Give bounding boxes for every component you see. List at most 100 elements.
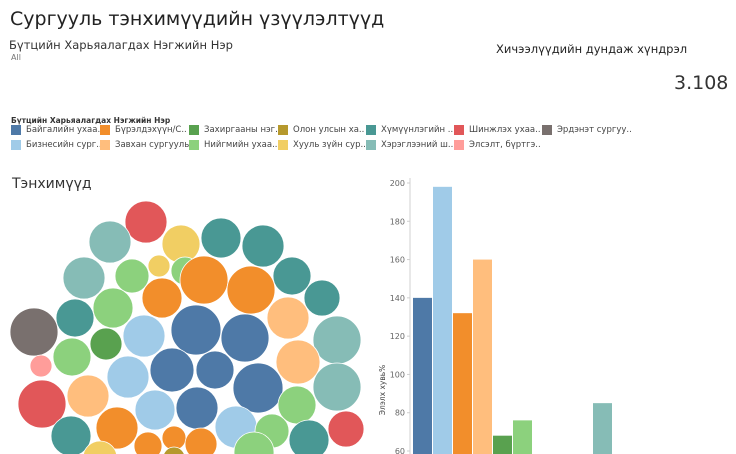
department-bubble[interactable]: [200, 217, 242, 259]
bar[interactable]: [513, 420, 532, 454]
y-tick-label: 100: [390, 370, 405, 379]
y-tick-label: 180: [390, 217, 405, 226]
department-bubble[interactable]: [141, 277, 183, 319]
department-bubble[interactable]: [195, 350, 235, 390]
department-bubble[interactable]: [275, 339, 321, 385]
department-bubble[interactable]: [241, 224, 285, 268]
department-bubble[interactable]: [327, 410, 365, 448]
legend-item[interactable]: Завхан сургууль: [100, 139, 189, 151]
legend-swatch: [454, 140, 464, 150]
legend-item-label: Завхан сургууль: [115, 140, 190, 150]
department-bubble[interactable]: [312, 315, 362, 365]
bar[interactable]: [593, 403, 612, 454]
legend-swatch: [189, 140, 199, 150]
legend-swatch: [189, 125, 199, 135]
department-bubble[interactable]: [184, 427, 218, 454]
department-bubble[interactable]: [122, 314, 166, 358]
department-bubble[interactable]: [232, 362, 284, 414]
department-bubble[interactable]: [312, 362, 362, 412]
legend-swatch: [366, 140, 376, 150]
legend-item[interactable]: Эрдэнэт сургуу..: [542, 124, 632, 136]
y-tick-label: 120: [390, 332, 405, 341]
legend-swatch: [11, 140, 21, 150]
department-bubble[interactable]: [233, 431, 275, 454]
bar[interactable]: [453, 313, 472, 454]
department-bubble[interactable]: [288, 419, 330, 454]
department-bubble[interactable]: [272, 256, 312, 296]
y-tick-label: 200: [390, 179, 405, 188]
legend-item-label: Нийгмийн ухаа..: [204, 140, 278, 150]
legend-item-label: Бизнесийн сург..: [26, 140, 102, 150]
department-bubble[interactable]: [92, 287, 134, 329]
legend-item-label: Эрдэнэт сургуу..: [557, 125, 632, 135]
bubble-chart[interactable]: [0, 190, 370, 454]
bar-chart[interactable]: 60 80 100 120 140 160 180 200 Элэлх хувь%: [360, 170, 650, 454]
legend-item[interactable]: Захиргааны нэг..: [189, 124, 281, 136]
department-bubble[interactable]: [106, 355, 150, 399]
department-bubble[interactable]: [220, 313, 270, 363]
bar[interactable]: [413, 297, 432, 454]
department-bubble[interactable]: [66, 374, 110, 418]
legend-item-label: Захиргааны нэг..: [204, 125, 281, 135]
department-bubble[interactable]: [89, 327, 123, 361]
legend-item[interactable]: Бүрэлдэхүүн/С..: [100, 124, 187, 136]
y-tick-label: 60: [395, 447, 405, 454]
department-bubble[interactable]: [175, 386, 219, 430]
department-bubble[interactable]: [133, 431, 163, 454]
legend-swatch: [278, 125, 288, 135]
y-tick-label: 80: [395, 409, 405, 418]
legend-item[interactable]: Хүмүүнлэгийн ..: [366, 124, 453, 136]
legend-item-label: Хэрэглээний ш..: [381, 140, 454, 150]
department-bubble[interactable]: [95, 406, 139, 450]
department-bubble[interactable]: [55, 298, 95, 338]
department-bubble[interactable]: [114, 258, 150, 294]
department-bubble[interactable]: [134, 389, 176, 431]
legend-swatch: [278, 140, 288, 150]
department-bubble[interactable]: [149, 347, 195, 393]
legend-item[interactable]: Хэрэглээний ш..: [366, 139, 453, 151]
department-bubble[interactable]: [147, 254, 171, 278]
legend-item[interactable]: Олон улсын ха..: [278, 124, 364, 136]
bubble-chart-title: Тэнхимүүд: [12, 176, 92, 192]
department-bubble[interactable]: [163, 446, 185, 454]
filter-value[interactable]: All: [11, 53, 21, 62]
department-bubble[interactable]: [179, 255, 229, 305]
legend-swatch: [366, 125, 376, 135]
department-bubble[interactable]: [17, 379, 67, 429]
legend-item-label: Хүмүүнлэгийн ..: [381, 125, 454, 135]
legend-item[interactable]: Бизнесийн сург..: [11, 139, 102, 151]
department-bubble[interactable]: [88, 220, 132, 264]
legend-item-label: Элсэлт, бүртгэ..: [469, 140, 541, 150]
department-bubble[interactable]: [83, 440, 117, 454]
legend-item[interactable]: Хууль зүйн сур..: [278, 139, 366, 151]
department-bubble[interactable]: [124, 200, 168, 244]
legend-item-label: Олон улсын ха..: [293, 125, 365, 135]
legend-item[interactable]: Элсэлт, бүртгэ..: [454, 139, 541, 151]
legend-title: Бүтцийн Харьяалагдах Нэгжийн Нэр: [11, 116, 171, 125]
department-bubble[interactable]: [266, 296, 310, 340]
legend-item-label: Бүрэлдэхүүн/С..: [115, 125, 187, 135]
department-bubble[interactable]: [226, 265, 276, 315]
bar[interactable]: [433, 186, 452, 454]
legend-item[interactable]: Нийгмийн ухаа..: [189, 139, 278, 151]
department-bubble[interactable]: [161, 425, 187, 451]
legend-swatch: [454, 125, 464, 135]
y-axis-label: Элэлх хувь%: [378, 365, 387, 416]
department-bubble[interactable]: [50, 415, 92, 454]
department-bubble[interactable]: [303, 279, 341, 317]
department-bubble[interactable]: [9, 307, 59, 357]
kpi-value: 3.108: [674, 72, 729, 94]
bar[interactable]: [473, 259, 492, 454]
legend-item[interactable]: Байгалийн ухаа..: [11, 124, 103, 136]
legend-swatch: [11, 125, 21, 135]
legend-item[interactable]: Шинжлэх ухаа..: [454, 124, 541, 136]
kpi-label: Хичээлүүдийн дундаж хүндрэл: [496, 42, 688, 56]
legend-swatch: [542, 125, 552, 135]
department-bubble[interactable]: [52, 337, 92, 377]
bar[interactable]: [493, 435, 512, 454]
department-bubble[interactable]: [62, 256, 106, 300]
y-tick-label: 140: [390, 294, 405, 303]
legend-swatch: [100, 140, 110, 150]
department-bubble[interactable]: [170, 304, 222, 356]
department-bubble[interactable]: [29, 354, 53, 378]
